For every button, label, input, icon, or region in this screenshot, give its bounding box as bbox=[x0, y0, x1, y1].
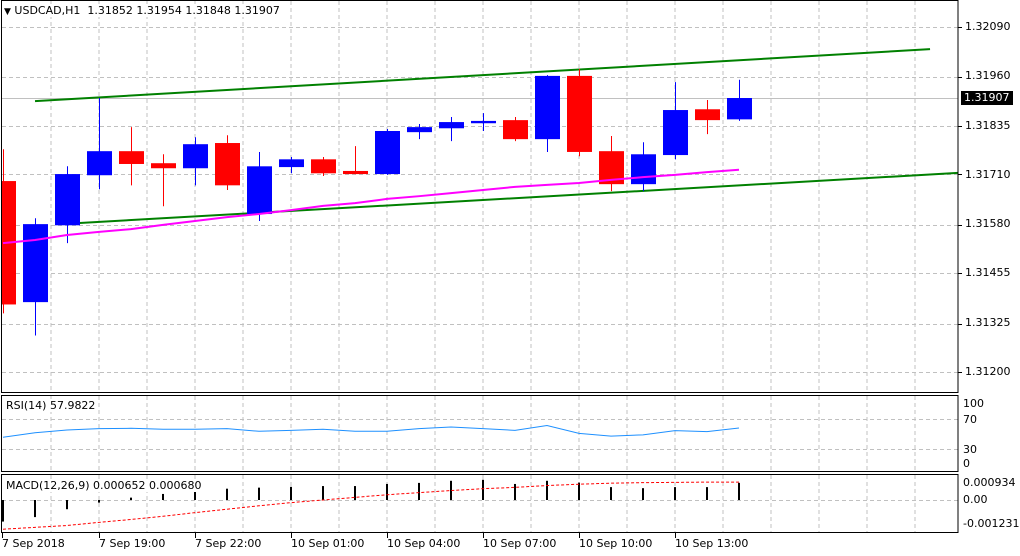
price-tick: 1.31325 bbox=[965, 316, 1011, 329]
candles bbox=[2, 68, 752, 336]
time-tick: 7 Sep 2018 bbox=[2, 537, 65, 550]
rsi-tick: 100 bbox=[963, 397, 984, 410]
price-tick: 1.31580 bbox=[965, 217, 1011, 230]
macd-series bbox=[2, 479, 740, 530]
candle-body bbox=[439, 122, 464, 129]
macd-histogram-bar bbox=[66, 500, 68, 510]
panel-frame bbox=[1, 0, 959, 393]
price-tick: 1.31455 bbox=[965, 266, 1011, 279]
macd-histogram-bar bbox=[290, 486, 292, 500]
candle-body bbox=[375, 130, 400, 175]
candle-body bbox=[215, 143, 240, 186]
macd-histogram-bar bbox=[546, 480, 548, 500]
macd-histogram-bar bbox=[322, 486, 324, 500]
panel-frame bbox=[1, 395, 959, 472]
symbol-label: USDCAD,H1 bbox=[14, 4, 81, 17]
moving-average-line bbox=[2, 168, 740, 245]
price-tick: 1.31835 bbox=[965, 119, 1011, 132]
rsi-tick: 70 bbox=[963, 413, 977, 426]
collapse-triangle-icon[interactable]: ▼ bbox=[4, 7, 11, 17]
rsi-title: RSI(14) 57.9822 bbox=[6, 399, 96, 412]
time-tick: 7 Sep 19:00 bbox=[99, 537, 166, 550]
trendline-lower bbox=[59, 171, 959, 226]
time-tick: 10 Sep 13:00 bbox=[675, 537, 749, 550]
rsi-line bbox=[2, 425, 740, 438]
rsi-tick: 0 bbox=[963, 457, 970, 470]
macd-histogram-bar bbox=[674, 487, 676, 500]
rsi-series bbox=[2, 425, 740, 438]
macd-tick: -0.001231 bbox=[963, 517, 1020, 530]
close-value: 1.31907 bbox=[234, 4, 280, 17]
panel-frame bbox=[1, 474, 959, 533]
price-tick: 1.31710 bbox=[965, 168, 1011, 181]
rsi-tick: 30 bbox=[963, 443, 977, 456]
candle-body bbox=[567, 75, 592, 152]
time-tick: 10 Sep 04:00 bbox=[387, 537, 461, 550]
macd-tick: 0.000934 bbox=[963, 476, 1016, 489]
macd-histogram-bar bbox=[642, 488, 644, 500]
macd-histogram-bar bbox=[194, 488, 196, 500]
candle-body bbox=[407, 127, 432, 133]
price-tick: 1.31960 bbox=[965, 69, 1011, 82]
macd-histogram-bar bbox=[130, 497, 132, 500]
macd-tick: 0.00 bbox=[963, 493, 988, 506]
candle-body bbox=[279, 159, 304, 168]
trendlines bbox=[34, 48, 959, 226]
panel-frames bbox=[1, 0, 959, 533]
candle-body bbox=[55, 174, 80, 226]
candle-body bbox=[343, 170, 368, 175]
macd-histogram-bar bbox=[162, 493, 164, 500]
candle-body bbox=[151, 163, 176, 169]
candle-body bbox=[535, 75, 560, 140]
time-tick: 10 Sep 01:00 bbox=[291, 537, 365, 550]
macd-histogram-bar bbox=[98, 500, 100, 503]
macd-histogram-bar bbox=[738, 482, 740, 500]
low-value: 1.31848 bbox=[185, 4, 231, 17]
macd-histogram-bar bbox=[354, 486, 356, 500]
macd-histogram-bar bbox=[226, 488, 228, 500]
candle-body bbox=[727, 98, 752, 120]
macd-histogram-bar bbox=[34, 500, 36, 518]
macd-histogram-bar bbox=[578, 482, 580, 500]
chart-header: ▼ USDCAD,H1 1.31852 1.31954 1.31848 1.31… bbox=[4, 4, 280, 17]
macd-histogram-bar bbox=[258, 487, 260, 500]
macd-histogram-bar bbox=[450, 480, 452, 500]
candle-body bbox=[695, 109, 720, 121]
macd-histogram-bar bbox=[418, 482, 420, 500]
candle-body bbox=[183, 144, 208, 169]
time-tick: 10 Sep 10:00 bbox=[579, 537, 653, 550]
current-price-label: 1.31907 bbox=[961, 91, 1013, 105]
time-tick: 10 Sep 07:00 bbox=[483, 537, 557, 550]
macd-title: MACD(12,26,9) 0.000652 0.000680 bbox=[6, 479, 202, 492]
candle-body bbox=[503, 120, 528, 140]
candle-body bbox=[631, 154, 656, 185]
macd-histogram-bar bbox=[610, 487, 612, 500]
high-value: 1.31954 bbox=[136, 4, 182, 17]
macd-histogram-bar bbox=[2, 500, 4, 522]
candle-body bbox=[119, 151, 144, 164]
candle-body bbox=[23, 224, 48, 303]
candle-body bbox=[311, 159, 336, 174]
trendline-upper bbox=[34, 48, 931, 103]
open-value: 1.31852 bbox=[87, 4, 133, 17]
macd-histogram-bar bbox=[706, 487, 708, 500]
candle-body bbox=[87, 151, 112, 176]
grid bbox=[2, 1, 962, 538]
macd-histogram-bar bbox=[514, 483, 516, 500]
candle-body bbox=[247, 166, 272, 215]
price-tick: 1.32090 bbox=[965, 20, 1011, 33]
time-tick: 7 Sep 22:00 bbox=[195, 537, 262, 550]
candle-body bbox=[663, 110, 688, 156]
moving-average bbox=[2, 168, 740, 245]
macd-histogram-bar bbox=[386, 483, 388, 500]
macd-signal-line bbox=[2, 481, 739, 530]
price-tick: 1.31200 bbox=[965, 365, 1011, 378]
candle-body bbox=[471, 120, 496, 124]
macd-histogram-bar bbox=[482, 479, 484, 500]
